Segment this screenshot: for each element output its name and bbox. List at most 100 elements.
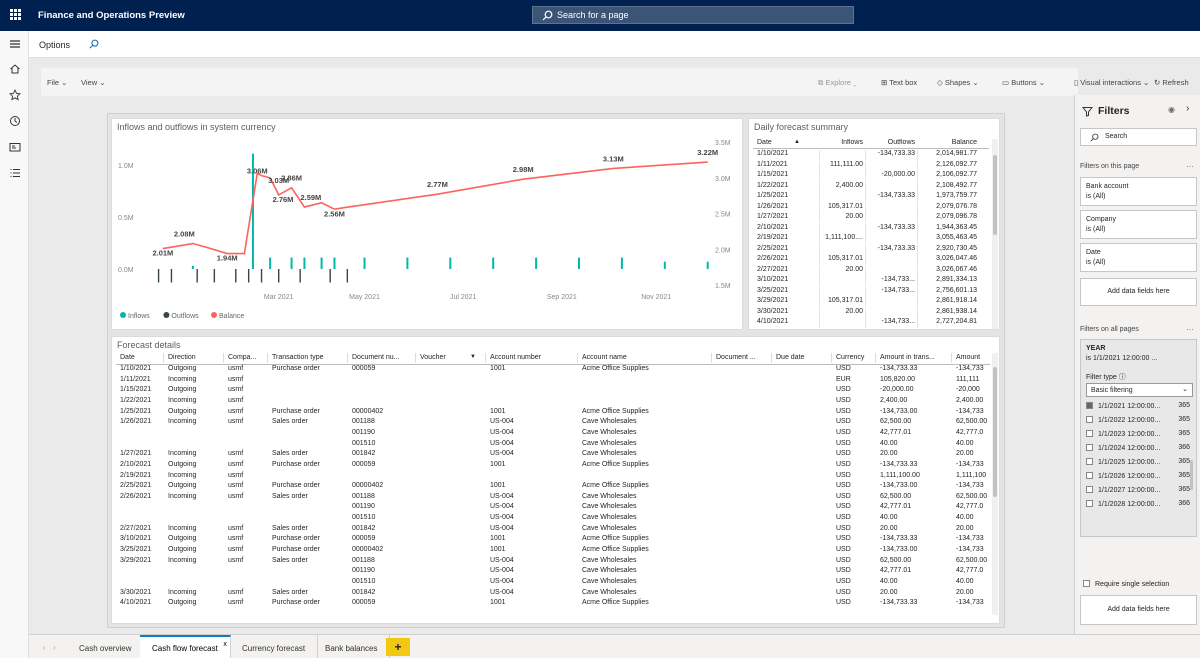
eye-icon[interactable]: ◉ (1168, 105, 1175, 114)
hamburger-menu-icon[interactable] (9, 38, 21, 50)
inflow-bar[interactable] (191, 265, 194, 269)
daily-table-row[interactable]: 2/10/2021 -134,733.33 1,944,363.45 (749, 223, 992, 234)
filter-card-bank-account[interactable]: Bank account is (All) (1080, 177, 1197, 206)
tab-cash-overview[interactable]: Cash overview (67, 635, 145, 658)
daily-table-row[interactable]: 2/25/2021 -134,733.33 2,920,730.45 (749, 244, 992, 255)
forecast-column-header[interactable]: Due date (776, 354, 805, 361)
inflow-bar[interactable] (578, 257, 581, 269)
year-filter-option[interactable]: 1/1/2027 12:00:00... 365 (1086, 486, 1190, 498)
close-tab-icon[interactable]: x (223, 641, 227, 648)
forecast-details-table[interactable]: Forecast details Date Direction Compa... Tr… (111, 336, 1000, 624)
forecast-table-row[interactable]: 4/10/2021 Outgoing usmf Purchase order 00005… (112, 599, 992, 609)
require-single-selection-checkbox[interactable]: Require single selection (1083, 580, 1169, 588)
options-menu[interactable]: Options (39, 40, 71, 50)
outflow-bar[interactable] (213, 269, 216, 283)
explore-menu[interactable]: ⧉ Explore ⌄ (818, 78, 857, 87)
daily-column-header[interactable]: Date (757, 139, 772, 146)
app-title[interactable]: Finance and Operations Preview (38, 10, 185, 21)
daily-table-row[interactable]: 2/19/2021 1,111,100.... 3,055,463.45 (749, 234, 992, 244)
sort-ascending-icon[interactable]: ▲ (794, 139, 800, 145)
forecast-table-row[interactable]: 1/10/2021 Outgoing usmf Purchase order 00005… (112, 365, 992, 375)
more-options-icon[interactable]: … (1186, 323, 1194, 332)
forecast-table-row[interactable]: 2/27/2021 Incoming usmf Sales order 001842 US… (112, 525, 992, 535)
text-box-button[interactable]: ⊞ Text box (881, 78, 917, 87)
inflow-bar[interactable] (492, 257, 495, 269)
outflow-bar[interactable] (299, 269, 301, 283)
modules-list-icon[interactable] (9, 167, 21, 179)
add-data-fields-dropzone-all-pages[interactable]: Add data fields here (1080, 595, 1197, 625)
shapes-menu[interactable]: ◇ Shapes ⌄ (937, 78, 979, 87)
legend-label[interactable]: Outflows (171, 313, 199, 320)
daily-table-row[interactable]: 3/25/2021 -134,733... 2,756,601.13 (749, 286, 992, 297)
inflow-bar[interactable] (449, 257, 452, 269)
forecast-column-header[interactable]: Date (120, 354, 135, 361)
forecast-column-header[interactable]: Amount in trans... (880, 354, 935, 361)
filter-card-date[interactable]: Date is (All) (1080, 243, 1197, 272)
forecast-column-header[interactable]: Document ... (716, 354, 756, 361)
inflow-bar[interactable] (251, 153, 254, 269)
forecast-table-row[interactable]: 001190 US-004 Cave Wholesales USD 42,777.01 4… (112, 503, 992, 513)
year-filter-option[interactable]: 1/1/2023 12:00:00... 365 (1086, 430, 1190, 442)
forecast-column-header[interactable]: Account name (582, 354, 627, 361)
inflow-bar[interactable] (320, 257, 323, 269)
balance-line[interactable] (162, 161, 708, 255)
daily-column-header[interactable]: Balance (951, 139, 977, 146)
forecast-column-header[interactable]: Currency (836, 354, 865, 361)
daily-column-header[interactable]: Outflows (887, 139, 915, 146)
search-icon[interactable] (89, 39, 99, 49)
year-filter-option[interactable]: 1/1/2024 12:00:00... 366 (1086, 444, 1190, 456)
daily-table-row[interactable]: 1/11/2021 111,111.00 2,126,092.77 (749, 160, 992, 171)
inflow-bar[interactable] (535, 257, 538, 269)
visual-interactions-menu[interactable]: ▯ Visual interactions ⌄ (1074, 78, 1150, 87)
forecast-table-row[interactable]: 2/19/2021 Incoming usmf USD 1,111,100.00 1,11… (112, 472, 992, 482)
outflow-bar[interactable] (329, 269, 331, 283)
daily-table-row[interactable]: 1/15/2021 -20,000.00 2,106,092.77 (749, 171, 992, 181)
forecast-column-header[interactable]: Amount (956, 354, 981, 361)
star-icon[interactable] (9, 89, 21, 101)
forecast-column-header[interactable]: Transaction type (272, 354, 324, 361)
forecast-table-row[interactable]: 1/26/2021 Incoming usmf Sales order 001188 US… (112, 418, 992, 428)
forecast-details-scrollbar[interactable] (992, 353, 998, 615)
outflow-bar[interactable] (157, 269, 160, 283)
view-menu[interactable]: View ⌄ (81, 78, 106, 87)
chevron-right-icon[interactable]: › (1186, 103, 1190, 114)
forecast-table-row[interactable]: 1/27/2021 Incoming usmf Sales order 001842 US… (112, 450, 992, 460)
forecast-column-header[interactable]: Voucher (420, 354, 446, 361)
tab-currency-forecast[interactable]: Currency forecast (230, 635, 319, 658)
add-page-button[interactable]: + (386, 638, 410, 656)
forecast-table-row[interactable]: 2/25/2021 Outgoing usmf Purchase order 00000… (112, 482, 992, 492)
inflow-bar[interactable] (269, 257, 272, 269)
inflow-bar[interactable] (333, 257, 336, 269)
daily-table-row[interactable]: 4/10/2021 -134,733... 2,727,204.81 (749, 318, 992, 328)
app-launcher-icon[interactable] (10, 9, 21, 20)
daily-summary-scrollbar[interactable] (992, 139, 998, 329)
forecast-table-row[interactable]: 3/10/2021 Outgoing usmf Purchase order 00005… (112, 535, 992, 545)
page-search-box[interactable]: Search for a page (532, 6, 854, 24)
inflow-bar[interactable] (620, 257, 623, 269)
forecast-table-row[interactable]: 1/25/2021 Outgoing usmf Purchase order 00000… (112, 408, 992, 418)
daily-table-row[interactable]: 2/27/2021 20.00 3,026,067.46 (749, 265, 992, 276)
outflow-bar[interactable] (278, 269, 280, 283)
file-menu[interactable]: File ⌄ (47, 78, 68, 87)
filter-card-company[interactable]: Company is (All) (1080, 210, 1197, 239)
forecast-column-header[interactable]: Direction (168, 354, 196, 361)
inflow-bar[interactable] (290, 257, 293, 269)
forecast-table-row[interactable]: 3/25/2021 Outgoing usmf Purchase order 00000… (112, 546, 992, 556)
tab-scroll-right-icon[interactable]: › (53, 643, 56, 652)
workspaces-icon[interactable] (9, 141, 21, 153)
year-filter-option[interactable]: 1/1/2026 12:00:00... 365 (1086, 472, 1190, 484)
sort-descending-icon[interactable]: ▼ (470, 354, 476, 360)
daily-table-row[interactable]: 2/26/2021 105,317.01 3,026,047.46 (749, 255, 992, 265)
forecast-table-row[interactable]: 001510 US-004 Cave Wholesales USD 40.00 40.00 (112, 440, 992, 450)
forecast-column-header[interactable]: Account number (490, 354, 541, 361)
filter-type-dropdown[interactable]: Basic filtering ⌄ (1086, 383, 1193, 397)
buttons-menu[interactable]: ▭ Buttons ⌄ (1002, 78, 1045, 87)
forecast-table-row[interactable]: 001510 US-004 Cave Wholesales USD 40.00 40.00 (112, 578, 992, 588)
outflow-bar[interactable] (170, 269, 173, 283)
forecast-table-row[interactable]: 1/22/2021 Incoming usmf USD 2,400.00 2,400.00 (112, 397, 992, 407)
daily-table-row[interactable]: 1/25/2021 -134,733.33 1,973,759.77 (749, 192, 992, 202)
inflow-bar[interactable] (663, 261, 666, 269)
year-filter-card[interactable]: YEAR is 1/1/2021 12:00:00 ... Filter typ… (1080, 339, 1197, 537)
forecast-table-row[interactable]: 001190 US-004 Cave Wholesales USD 42,777.01 4… (112, 567, 992, 577)
outflow-bar[interactable] (247, 269, 250, 283)
